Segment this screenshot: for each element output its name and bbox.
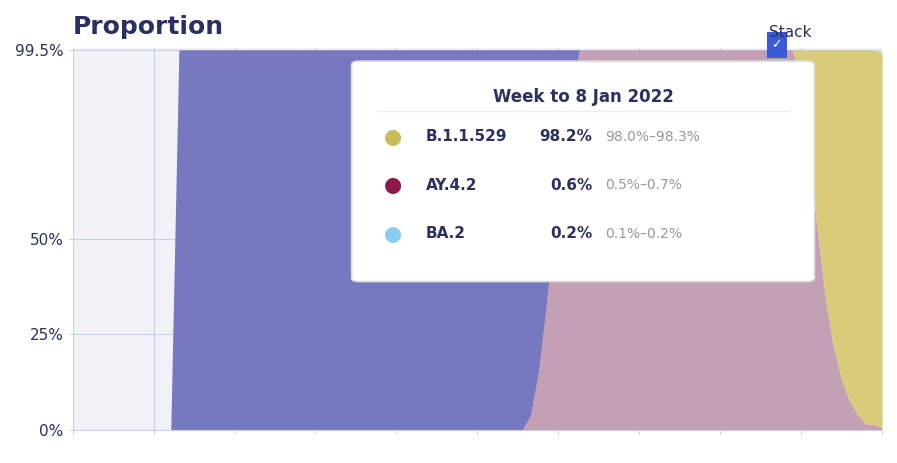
Text: Proportion: Proportion	[73, 15, 223, 39]
Text: ●: ●	[384, 126, 402, 147]
Text: 98.0%–98.3%: 98.0%–98.3%	[605, 130, 701, 144]
Text: AY.4.2: AY.4.2	[426, 178, 477, 193]
Text: 0.2%: 0.2%	[550, 226, 592, 241]
Text: 0.5%–0.7%: 0.5%–0.7%	[605, 178, 683, 192]
Text: Stack: Stack	[770, 25, 812, 40]
Text: 0.6%: 0.6%	[550, 178, 592, 193]
Text: ✓: ✓	[771, 38, 782, 52]
Text: BA.2: BA.2	[426, 226, 466, 241]
Text: ●: ●	[384, 224, 402, 244]
Text: Week to 8 Jan 2022: Week to 8 Jan 2022	[492, 88, 674, 106]
Text: ●: ●	[384, 175, 402, 195]
Text: 98.2%: 98.2%	[539, 129, 592, 144]
Text: B.1.1.529: B.1.1.529	[426, 129, 508, 144]
Text: 0.1%–0.2%: 0.1%–0.2%	[605, 227, 683, 241]
